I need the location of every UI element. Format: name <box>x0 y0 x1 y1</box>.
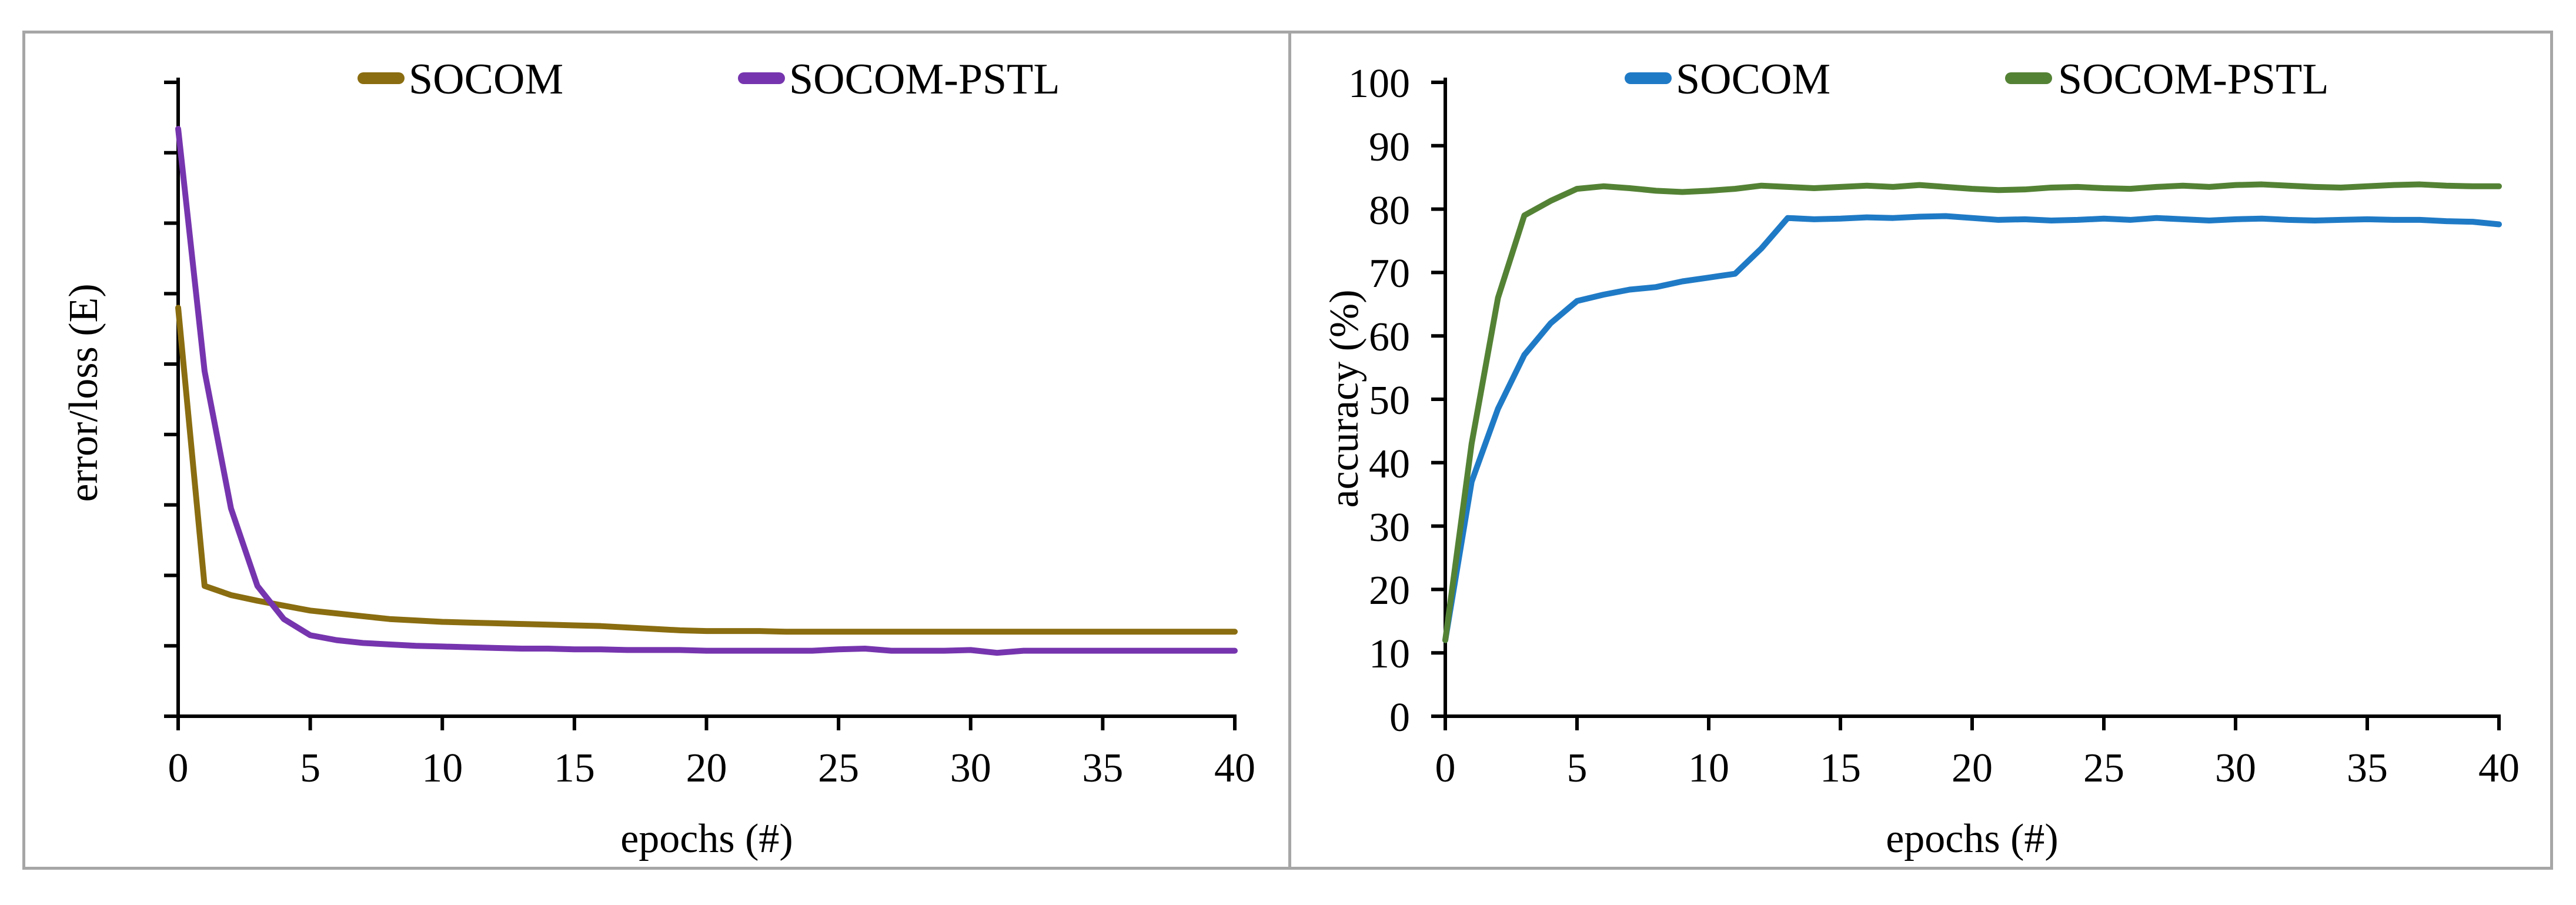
socom-pstl-series-line <box>175 126 1238 656</box>
x-axis-tick-label: 35 <box>1082 746 1124 791</box>
socom-series-line <box>1442 213 2502 643</box>
x-axis-tick-label: 0 <box>1435 746 1456 791</box>
left-y-axis-title: error/loss (E) <box>61 283 106 502</box>
right-legend-socom-dash-icon <box>1625 72 1672 84</box>
y-axis-tick-label: 40 <box>1369 441 1410 487</box>
y-axis-tick-label: 50 <box>1369 378 1410 423</box>
x-axis-tick-label: 10 <box>422 746 463 791</box>
left-legend-socom-pstl-label: SOCOM-PSTL <box>789 55 1060 103</box>
y-axis-tick-label: 20 <box>1369 568 1410 614</box>
x-axis-tick-label: 35 <box>2347 746 2388 791</box>
socom-pstl-series-line <box>1442 181 2502 643</box>
x-axis-tick-label: 30 <box>950 746 991 791</box>
y-axis-tick-label: 60 <box>1369 315 1410 360</box>
right-x-axis-title: epochs (#) <box>1886 816 2059 861</box>
left-legend-socom-dash-icon <box>358 72 405 84</box>
left-chart <box>164 78 1238 730</box>
panel-divider <box>1288 31 1291 870</box>
x-axis-tick-label: 25 <box>2083 746 2124 791</box>
right-legend-socom-label: SOCOM <box>1676 55 1831 103</box>
x-axis-tick-label: 10 <box>1688 746 1729 791</box>
x-axis-tick-label: 20 <box>1952 746 1993 791</box>
right-chart <box>1431 78 2502 730</box>
y-axis-tick-label: 80 <box>1369 188 1410 233</box>
y-axis-tick-label: 10 <box>1369 632 1410 677</box>
y-axis-tick-label: 70 <box>1369 251 1410 297</box>
x-axis-tick-label: 15 <box>553 746 595 791</box>
socom-series-line <box>175 305 1238 635</box>
right-legend-socom-pstl-label: SOCOM-PSTL <box>2058 55 2329 103</box>
right-y-axis-title: accuracy (%) <box>1322 289 1367 508</box>
y-axis-tick-label: 30 <box>1369 505 1410 550</box>
x-axis-tick-label: 5 <box>300 746 321 791</box>
y-axis-tick-label: 100 <box>1348 61 1410 106</box>
x-axis-tick-label: 40 <box>1214 746 1255 791</box>
y-axis-tick-label: 90 <box>1369 124 1410 170</box>
x-axis-tick-label: 30 <box>2215 746 2256 791</box>
x-axis-tick-label: 15 <box>1820 746 1861 791</box>
x-axis-tick-label: 0 <box>168 746 189 791</box>
left-x-axis-title: epochs (#) <box>620 816 793 861</box>
right-legend-socom-pstl-dash-icon <box>2005 72 2052 84</box>
x-axis-tick-label: 25 <box>818 746 860 791</box>
x-axis-tick-label: 40 <box>2478 746 2520 791</box>
x-axis-tick-label: 20 <box>686 746 727 791</box>
figure-outer-border <box>22 31 2553 870</box>
y-axis-tick-label: 0 <box>1389 695 1410 740</box>
left-legend-socom-pstl-dash-icon <box>738 72 785 84</box>
left-legend-socom-label: SOCOM <box>409 55 564 103</box>
x-axis-tick-label: 5 <box>1566 746 1588 791</box>
